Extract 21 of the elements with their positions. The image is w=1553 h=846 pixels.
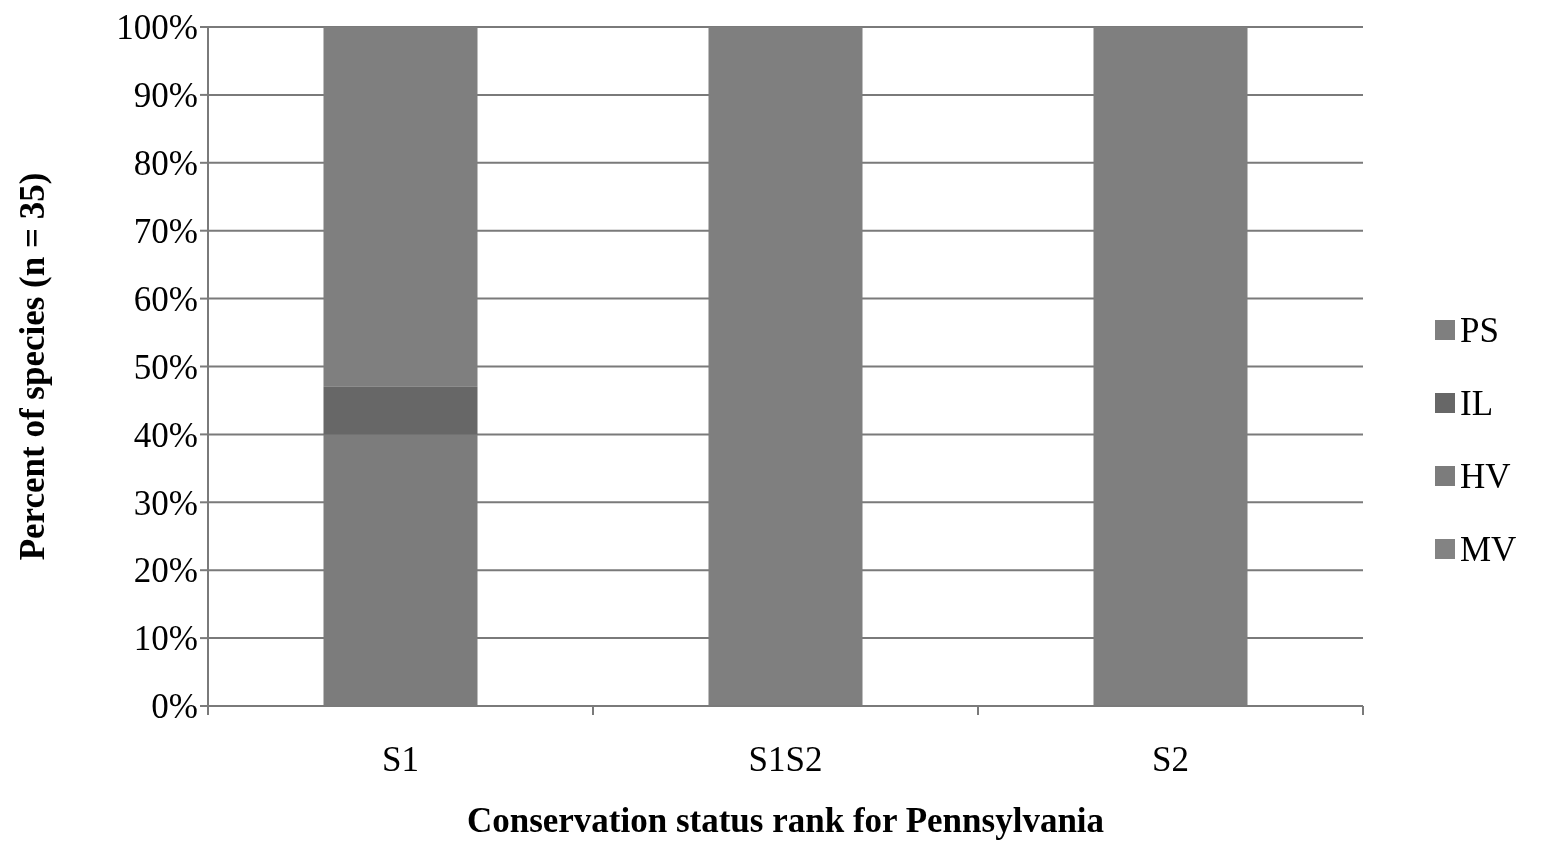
bar xyxy=(323,386,478,435)
x-tick-label: S1 xyxy=(382,740,419,779)
y-tick-label: 50% xyxy=(133,347,198,387)
y-tick-label: 10% xyxy=(133,619,198,659)
y-tick-label: 90% xyxy=(133,76,198,116)
y-tick-label: 100% xyxy=(116,8,198,48)
y-tick-label: 80% xyxy=(133,144,198,184)
y-tick-label: 60% xyxy=(133,279,198,319)
y-tick-label: 30% xyxy=(133,483,198,523)
legend-label: IL xyxy=(1460,384,1494,424)
y-tick-label: 40% xyxy=(133,415,198,455)
y-tick-label: 0% xyxy=(151,687,198,727)
y-tick-label: 70% xyxy=(133,211,198,251)
x-axis-title: Conservation status rank for Pennsylvania xyxy=(466,801,1105,840)
x-tick-label: S1S2 xyxy=(748,740,823,779)
legend-label: HV xyxy=(1460,457,1511,497)
legend-label: PS xyxy=(1460,311,1499,351)
legend-label: MV xyxy=(1460,530,1517,570)
y-tick-label: 20% xyxy=(133,551,198,591)
x-tick-label: S2 xyxy=(1152,740,1189,779)
y-axis-title: Percent of species (n = 35) xyxy=(13,172,52,561)
